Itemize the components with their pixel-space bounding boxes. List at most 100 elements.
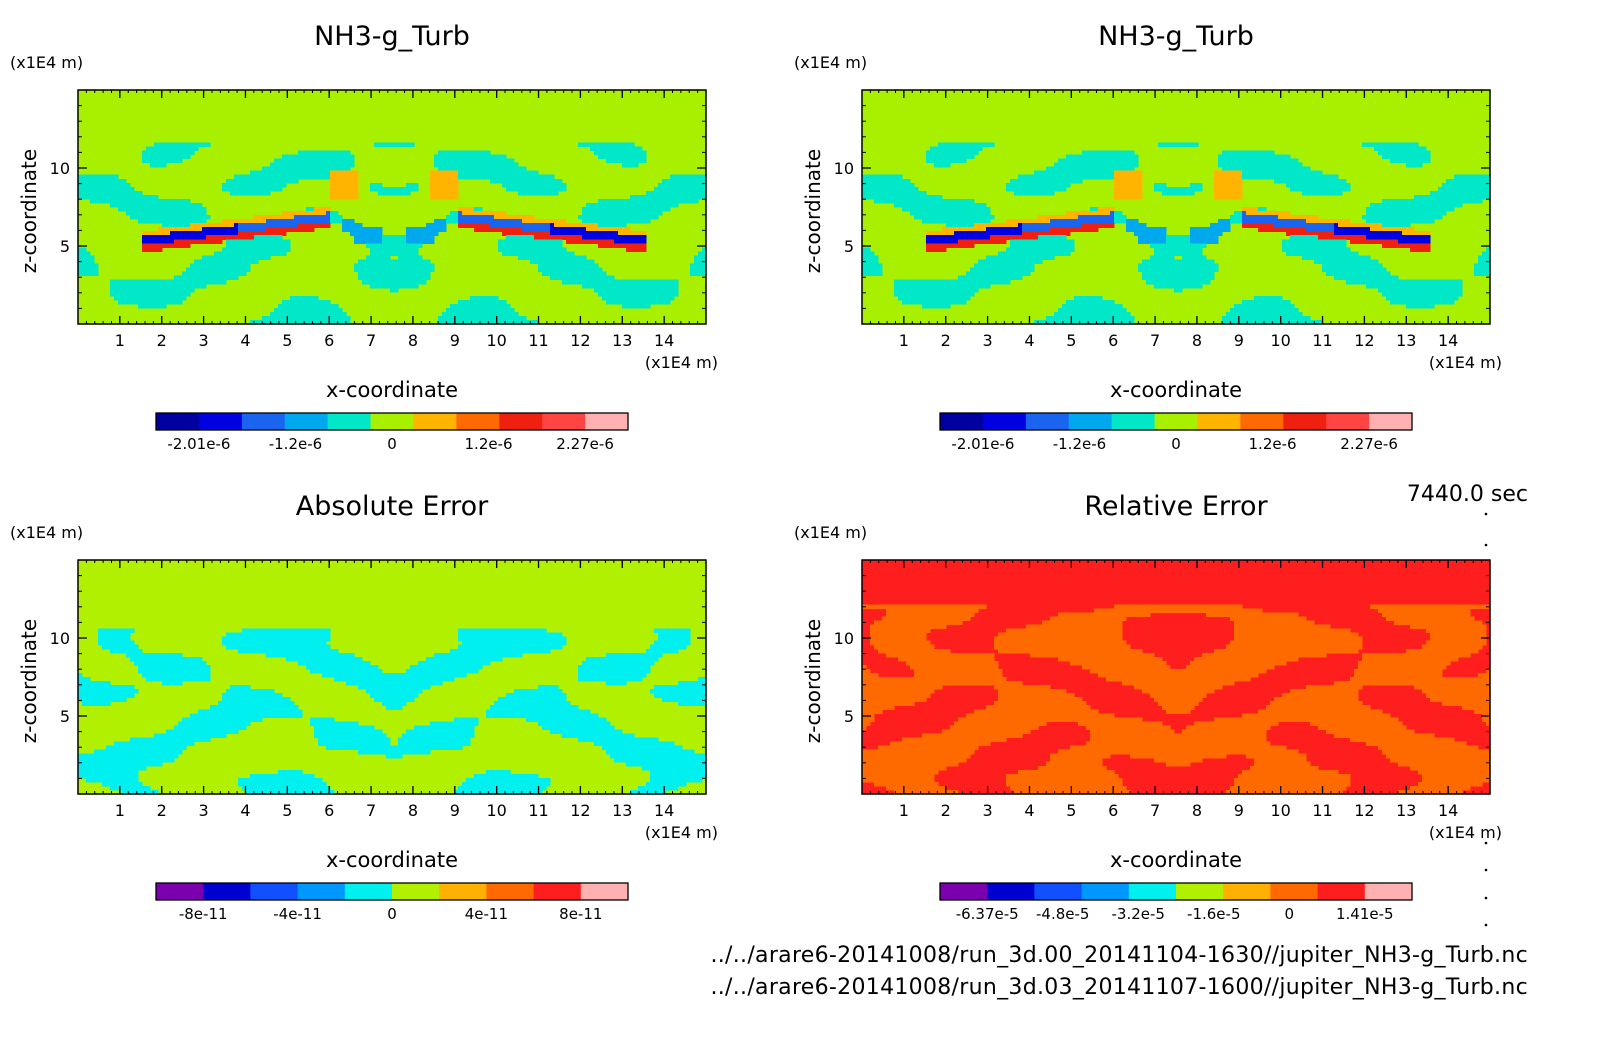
contour-cell — [182, 142, 187, 148]
contour-cell — [1402, 150, 1407, 156]
contour-cell — [278, 315, 283, 321]
contour-cell — [1022, 255, 1027, 261]
contour-cell — [334, 215, 339, 220]
contour-cell — [1318, 219, 1323, 224]
contour-cell — [1482, 255, 1487, 261]
contour-cell — [434, 223, 439, 228]
contour-cell — [518, 247, 523, 252]
contour-cell — [298, 158, 303, 164]
contour-cell — [190, 283, 195, 289]
contour-cell — [614, 295, 619, 301]
contour-cell — [1006, 223, 1011, 228]
contour-cell — [362, 271, 367, 277]
contour-cell — [646, 283, 651, 289]
contour-cell — [486, 307, 491, 313]
contour-cell — [938, 243, 943, 248]
contour-cell — [1262, 150, 1267, 156]
contour-cell — [94, 182, 99, 188]
contour-cell — [1266, 211, 1271, 216]
contour-cell — [438, 174, 443, 180]
contour-cell — [550, 186, 555, 192]
contour-cell — [110, 186, 115, 192]
contour-cell — [502, 162, 507, 168]
contour-cell — [450, 315, 455, 321]
contour-cell — [478, 215, 483, 220]
contour-cell — [870, 263, 875, 269]
contour-cell — [1414, 211, 1419, 216]
contour-cell — [1198, 239, 1203, 244]
contour-cell — [330, 311, 335, 317]
contour-cell — [554, 255, 559, 261]
contour-cell — [370, 267, 375, 273]
contour-cell — [446, 162, 451, 168]
contour-cell — [686, 194, 691, 200]
contour-cell — [610, 235, 615, 240]
contour-cell — [258, 174, 263, 180]
contour-cell — [246, 259, 251, 265]
contour-cell — [1026, 223, 1031, 228]
contour-cell — [1358, 231, 1363, 236]
contour-cell — [602, 146, 607, 152]
contour-cell — [602, 154, 607, 160]
contour-cell — [310, 311, 315, 317]
contour-cell — [1118, 154, 1123, 160]
contour-cell — [1050, 215, 1055, 220]
contour-cell — [606, 235, 611, 240]
contour-cell — [350, 174, 355, 180]
contour-cell — [574, 267, 579, 273]
contour-cell — [478, 174, 483, 180]
contour-cell — [250, 243, 255, 248]
contour-cell — [474, 170, 479, 176]
contour-cell — [1018, 251, 1023, 257]
contour-cell — [974, 146, 979, 152]
contour-cell — [1266, 170, 1271, 176]
contour-cell — [482, 162, 487, 168]
contour-cell — [530, 231, 535, 236]
contour-cell — [474, 219, 479, 224]
contour-cell — [1366, 231, 1371, 236]
contour-cell — [1146, 231, 1151, 236]
contour-cell — [438, 158, 443, 164]
contour-cell — [210, 255, 215, 261]
contour-cell — [1182, 259, 1187, 265]
contour-cell — [622, 162, 627, 168]
contour-cell — [242, 263, 247, 269]
contour-cell — [1290, 227, 1295, 232]
contour-cell — [1338, 247, 1343, 252]
contour-cell — [370, 227, 375, 232]
contour-cell — [218, 259, 223, 265]
contour-cell — [494, 223, 499, 228]
contour-cell — [130, 198, 135, 204]
contour-cell — [598, 142, 603, 148]
contour-cell — [1294, 182, 1299, 188]
contour-cell — [962, 211, 967, 216]
contour-cell — [342, 223, 347, 228]
contour-cell — [946, 231, 951, 236]
contour-cell — [1226, 158, 1231, 164]
contour-cell — [962, 198, 967, 204]
contour-cell — [1342, 219, 1347, 224]
contour-cell — [1286, 211, 1291, 216]
contour-cell — [418, 239, 423, 244]
contour-cell — [966, 231, 971, 236]
contour-cell — [1082, 162, 1087, 168]
contour-cell — [1014, 251, 1019, 257]
contour-cell — [1250, 150, 1255, 156]
contour-cell — [258, 223, 263, 228]
contour-cell — [518, 219, 523, 224]
contour-cell — [1078, 223, 1083, 228]
contour-cell — [370, 271, 375, 277]
contour-cell — [1014, 223, 1019, 228]
contour-cell — [606, 299, 611, 305]
contour-cell — [262, 315, 267, 321]
contour-cell — [162, 231, 167, 236]
contour-cell — [358, 259, 363, 265]
contour-cell — [638, 283, 643, 289]
contour-cell — [166, 223, 171, 228]
contour-cell — [466, 215, 471, 220]
contour-cell — [362, 263, 367, 269]
contour-cell — [1030, 186, 1035, 192]
contour-cell — [162, 207, 167, 212]
contour-cell — [514, 162, 519, 168]
contour-cell — [606, 219, 611, 224]
